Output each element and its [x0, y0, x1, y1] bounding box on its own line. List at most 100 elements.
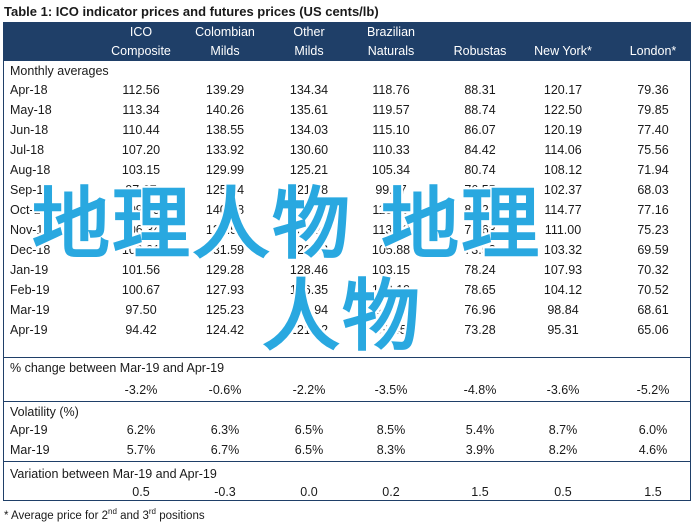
table-cell: 73.28 — [464, 323, 496, 337]
section-label-change: % change between Mar-19 and Apr-19 — [10, 361, 225, 375]
table-row: Apr-19 6.2% 6.3% 6.5% 8.5% 5.4% 8.7% 6.0% — [4, 420, 690, 440]
table-cell: -3.5% — [374, 383, 408, 397]
table-cell: 140.26 — [205, 103, 245, 117]
table-row: -3.2% -0.6% -2.2% -3.5% -4.8% -3.6% -5.2% — [4, 380, 690, 400]
table-cell: 102.37 — [543, 183, 583, 197]
column-header-line2: Milds — [294, 44, 324, 58]
table-cell: 0.0 — [300, 485, 318, 499]
table-cell: 125.21 — [289, 163, 329, 177]
table-cell: 73.53 — [464, 243, 496, 257]
table-cell: 77.16 — [637, 203, 669, 217]
column-header-line1: Colombian — [195, 25, 255, 39]
column-header-6: London* — [618, 23, 688, 61]
table-cell: 78.65 — [464, 283, 496, 297]
table-cell: 80.23 — [464, 203, 496, 217]
table-cell: 137.58 — [205, 223, 245, 237]
table-cell: 88.31 — [464, 83, 496, 97]
table-cell: 80.74 — [464, 163, 496, 177]
table-row: Sep-18 97.67 125.74 121.38 99.87 76.55 102.37 6… — [4, 180, 690, 200]
table-cell: 135.61 — [289, 103, 329, 117]
table-cell: 105.34 — [371, 163, 411, 177]
table-cell: -2.2% — [292, 383, 326, 397]
table-header: ICO Composite Colombian Milds Other Milds Braz… — [4, 23, 690, 61]
row-label: Mar-19 — [10, 303, 50, 317]
table-cell: 84.42 — [464, 143, 496, 157]
table-cell: 79.36 — [637, 83, 669, 97]
table-row: Dec-18 100.91 131.59 126.83 105.88 73.53 103.3… — [4, 240, 690, 260]
table-cell: -3.2% — [124, 383, 158, 397]
footnote-sup-rd: rd — [148, 507, 157, 516]
table-cell: 121.12 — [289, 323, 329, 337]
row-label: Dec-18 — [10, 243, 51, 257]
table-cell: 119.57 — [372, 103, 410, 117]
row-label: Jul-18 — [10, 143, 45, 157]
table-cell: 115.10 — [372, 123, 410, 137]
table-cell: 126.83 — [289, 243, 329, 257]
table-cell: 107.20 — [121, 143, 161, 157]
table-cell: 118.76 — [372, 83, 410, 97]
table-row: Apr-18 112.56 139.29 134.34 118.76 88.31 120.1… — [4, 80, 690, 100]
table-cell: 110.33 — [372, 143, 410, 157]
section-label-monthly: Monthly averages — [10, 64, 109, 78]
table-cell: -0.3 — [214, 485, 236, 499]
table-cell: 128.46 — [289, 263, 329, 277]
table-cell: 6.0% — [638, 423, 668, 437]
table-row: Jul-18 107.20 133.92 130.60 110.33 84.42 114.0… — [4, 140, 690, 160]
table-cell: -3.6% — [546, 383, 580, 397]
table-cell: 4.6% — [638, 443, 668, 457]
table-row: Mar-19 5.7% 6.7% 6.5% 8.3% 3.9% 8.2% 4.6% — [4, 440, 690, 460]
table-cell: 75.23 — [637, 223, 669, 237]
table-cell: 6.3% — [210, 423, 240, 437]
column-header-line2: Milds — [210, 44, 240, 58]
column-header-line2: Naturals — [367, 44, 415, 58]
table-cell: 125.74 — [205, 183, 245, 197]
row-label: Mar-19 — [10, 443, 50, 457]
table-cell: 94.42 — [125, 323, 157, 337]
table-row: 0.5 -0.3 0.0 0.2 1.5 0.5 1.5 — [4, 482, 690, 500]
price-table: ICO Composite Colombian Milds Other Milds Braz… — [3, 22, 691, 501]
table-cell: 98.84 — [547, 303, 579, 317]
table-cell: 113.23 — [372, 223, 410, 237]
table-row: Jun-18 110.44 138.55 134.03 115.10 86.07 120.1… — [4, 120, 690, 140]
table-cell: 134.88 — [289, 203, 329, 217]
table-cell: 8.2% — [548, 443, 578, 457]
row-label: Oct-18 — [10, 203, 48, 217]
column-header-2: Other Milds — [274, 23, 344, 61]
table-row: Jan-19 101.56 129.28 128.46 103.15 78.24 107.9… — [4, 260, 690, 280]
table-cell: 1.5 — [471, 485, 489, 499]
section-label-variation: Variation between Mar-19 and Apr-19 — [10, 467, 217, 481]
table-cell: 114.77 — [544, 203, 582, 217]
table-cell: 78.24 — [464, 263, 496, 277]
table-cell: 71.94 — [637, 163, 669, 177]
table-cell: 133.92 — [205, 143, 245, 157]
table-cell: 101.88 — [371, 303, 411, 317]
divider — [4, 461, 690, 462]
table-cell: 99.87 — [375, 183, 407, 197]
section-label-volatility: Volatility (%) — [10, 405, 79, 419]
table-cell: 130.60 — [289, 143, 329, 157]
table-cell: 101.56 — [121, 263, 161, 277]
table-cell: 140.88 — [205, 203, 245, 217]
table-cell: 103.19 — [371, 283, 411, 297]
table-cell: 103.15 — [121, 163, 161, 177]
table-cell: 134.34 — [289, 83, 329, 97]
table-cell: 8.3% — [376, 443, 406, 457]
table-cell: 111.00 — [544, 223, 582, 237]
table-cell: 110.44 — [122, 123, 160, 137]
table-cell: 126.35 — [289, 283, 329, 297]
table-row: Oct-18 109.75 140.88 134.88 115.59 80.23 114.7… — [4, 200, 690, 220]
table-cell: 107.93 — [543, 263, 583, 277]
row-label: May-18 — [10, 103, 52, 117]
column-header-line2: Robustas — [453, 44, 507, 58]
table-cell: 100.67 — [121, 283, 161, 297]
column-header-line1: ICO — [129, 25, 153, 39]
column-header-1: Colombian Milds — [185, 23, 265, 61]
table-cell: 129.28 — [205, 263, 245, 277]
table-cell: 139.29 — [205, 83, 245, 97]
table-cell: 0.2 — [382, 485, 400, 499]
table-row: Mar-19 97.50 125.23 123.94 101.88 76.96 98.84 6… — [4, 300, 690, 320]
table-cell: 129.99 — [205, 163, 245, 177]
table-cell: 8.7% — [548, 423, 578, 437]
table-cell: 122.50 — [543, 103, 583, 117]
table-cell: 5.7% — [126, 443, 156, 457]
